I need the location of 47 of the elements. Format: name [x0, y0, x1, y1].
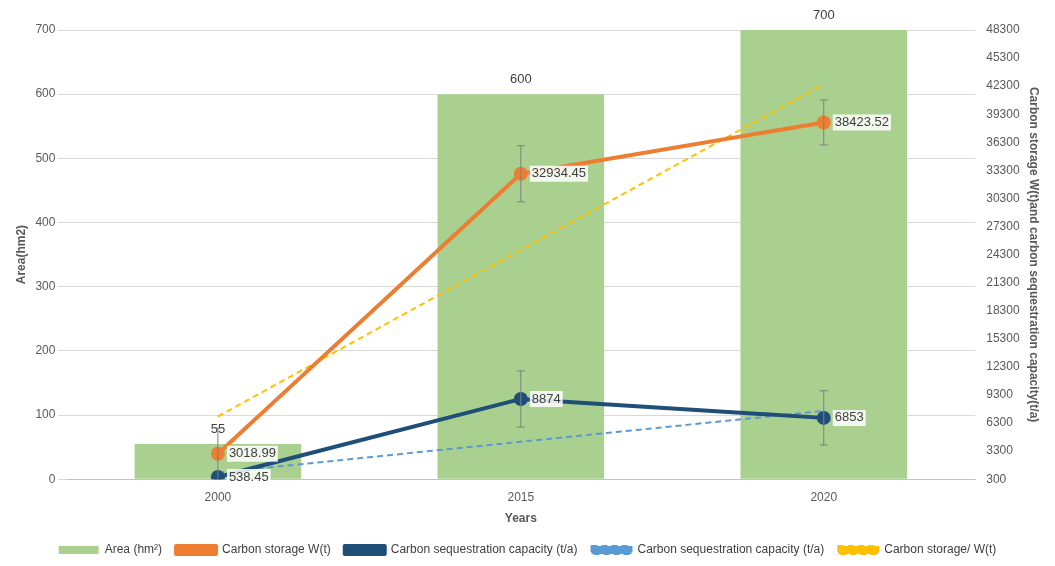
- x-tick-label: 2000: [204, 489, 232, 504]
- y2-tick-label: 6300: [986, 415, 1014, 430]
- y2-tick-label: 24300: [986, 246, 1020, 261]
- data-label: 700: [812, 7, 835, 23]
- data-label: 600: [509, 71, 532, 87]
- data-label: 38423.52: [834, 114, 889, 130]
- y2-tick-label: 36300: [986, 134, 1020, 149]
- y2-tick-label: 39300: [986, 106, 1020, 121]
- data-label: 55: [210, 420, 226, 436]
- y-tick-label: 400: [35, 214, 56, 229]
- data-label: 6853: [834, 409, 864, 425]
- y2-tick-label: 30300: [986, 190, 1020, 205]
- y-tick-label: 100: [35, 407, 56, 422]
- y2-tick-label: 3300: [986, 443, 1014, 458]
- y2-tick-label: 18300: [986, 303, 1020, 318]
- data-label: 3018.99: [228, 445, 276, 461]
- y-axis-title: Area(hm2): [13, 224, 28, 285]
- x-tick-label: 2015: [507, 489, 535, 504]
- legend-label: Carbon sequestration capacity (t/a): [637, 542, 825, 557]
- y-tick-label: 300: [35, 279, 56, 293]
- y2-axis-title: Carbon storage W(t)and carbon sequestration capacity(t/a): [1027, 86, 1042, 423]
- data-label: 538.45: [228, 468, 269, 484]
- y-tick-label: 700: [35, 22, 56, 37]
- y2-tick-label: 21300: [986, 274, 1020, 289]
- legend-label: Carbon storage/ W(t): [884, 542, 997, 557]
- bar: [437, 94, 605, 479]
- y2-tick-label: 9300: [986, 387, 1014, 402]
- data-label: 32934.45: [531, 165, 587, 181]
- y2-tick-label: 48300: [986, 22, 1020, 37]
- y-tick-label: 500: [35, 150, 56, 165]
- legend-label: Area (hm²): [104, 542, 163, 557]
- data-label: 8874: [531, 390, 561, 406]
- y2-tick-label: 27300: [986, 218, 1020, 233]
- y2-tick-label: 12300: [986, 359, 1020, 374]
- y-tick-label: 0: [48, 471, 56, 486]
- bar: [740, 30, 908, 479]
- legend-label: Carbon storage W(t): [222, 542, 331, 557]
- y-tick-label: 600: [35, 86, 56, 101]
- legend-label: Carbon sequestration capacity (t/a): [390, 542, 578, 557]
- x-tick-label: 2020: [810, 489, 838, 504]
- y-tick-label: 200: [35, 343, 56, 358]
- y2-tick-label: 42300: [986, 78, 1020, 93]
- y2-tick-label: 15300: [986, 331, 1020, 346]
- y2-tick-label: 45300: [986, 50, 1020, 65]
- x-axis-title: Years: [504, 511, 538, 526]
- y2-tick-label: 300: [986, 471, 1007, 486]
- y2-tick-label: 33300: [986, 162, 1020, 177]
